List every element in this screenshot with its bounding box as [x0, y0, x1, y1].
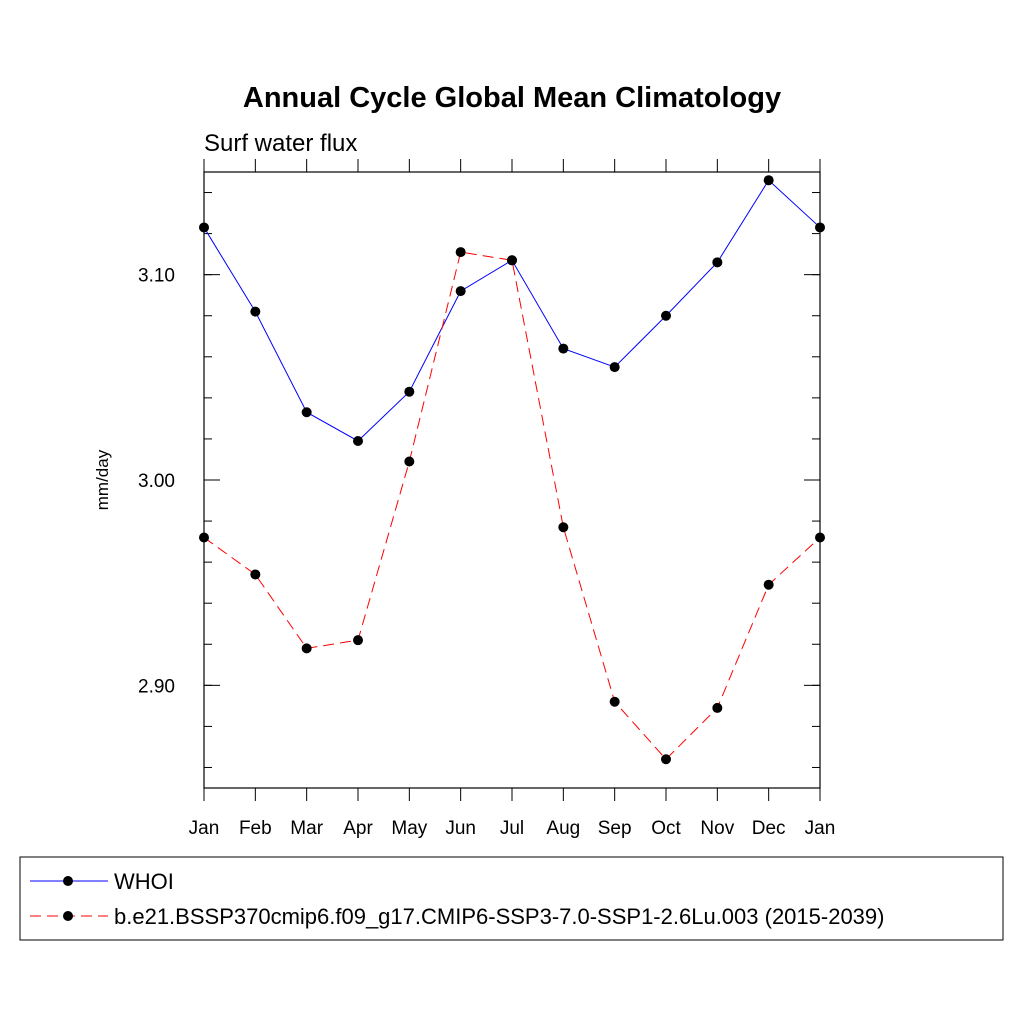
x-tick-label: Apr: [343, 818, 373, 839]
data-point: [353, 435, 363, 446]
data-point: [455, 247, 466, 258]
x-tick-label: Jun: [445, 818, 476, 839]
data-point: [558, 343, 569, 354]
data-point: [250, 569, 261, 580]
x-tick-label: May: [391, 818, 427, 839]
data-point: [609, 362, 620, 373]
data-point: [712, 257, 723, 268]
y-tick-label: 3.10: [138, 266, 175, 287]
chart-title: Annual Cycle Global Mean Climatology: [243, 82, 781, 114]
legend-label-1: b.e21.BSSP370cmip6.f09_g17.CMIP6-SSP3-7.…: [114, 904, 884, 929]
data-point: [763, 175, 774, 186]
data-point: [250, 306, 261, 317]
legend-label-0: WHOI: [114, 869, 174, 894]
y-axis-label: mm/day: [93, 449, 112, 510]
series-line-1: [203, 251, 821, 760]
data-point: [455, 286, 466, 297]
x-tick-label: Jan: [189, 818, 220, 839]
data-point: [507, 255, 517, 266]
x-tick-label: Jul: [500, 818, 524, 839]
data-point: [661, 310, 671, 321]
data-point: [404, 456, 415, 467]
x-tick-label: Nov: [700, 818, 734, 839]
plot-area: Jan Feb Mar Apr May Jun Jul Aug Sep Oct Nov Dec Jan 2…: [138, 159, 835, 839]
data-point: [558, 522, 569, 533]
data-point: [301, 643, 312, 654]
legend-marker-0: [63, 876, 73, 886]
data-point: [404, 386, 415, 397]
data-point: [301, 407, 312, 418]
data-point: [763, 579, 774, 590]
series-line-0: [203, 179, 821, 442]
x-tick-label: Feb: [239, 818, 272, 839]
data-point: [199, 532, 209, 543]
chart-subtitle: Surf water flux: [204, 130, 357, 157]
data-point: [609, 696, 620, 707]
y-tick-label: 2.90: [138, 676, 175, 697]
x-tick-label: Aug: [546, 818, 580, 839]
legend: WHOI b.e21.BSSP370cmip6.f09_g17.CMIP6-SSP…: [30, 869, 884, 929]
data-point: [815, 532, 825, 543]
data-point: [199, 222, 209, 233]
x-tick-label: Mar: [290, 818, 323, 839]
y-tick-label: 3.00: [138, 471, 175, 492]
x-tick-label: Jan: [805, 818, 836, 839]
x-tick-label: Sep: [598, 818, 632, 839]
legend-box: [19, 856, 1004, 941]
x-tick-label: Oct: [651, 818, 681, 839]
data-point: [661, 754, 671, 765]
x-tick-label: Dec: [752, 818, 786, 839]
data-point: [353, 635, 363, 646]
data-point: [815, 222, 825, 233]
data-point: [712, 702, 723, 713]
legend-marker-1: [63, 911, 73, 921]
